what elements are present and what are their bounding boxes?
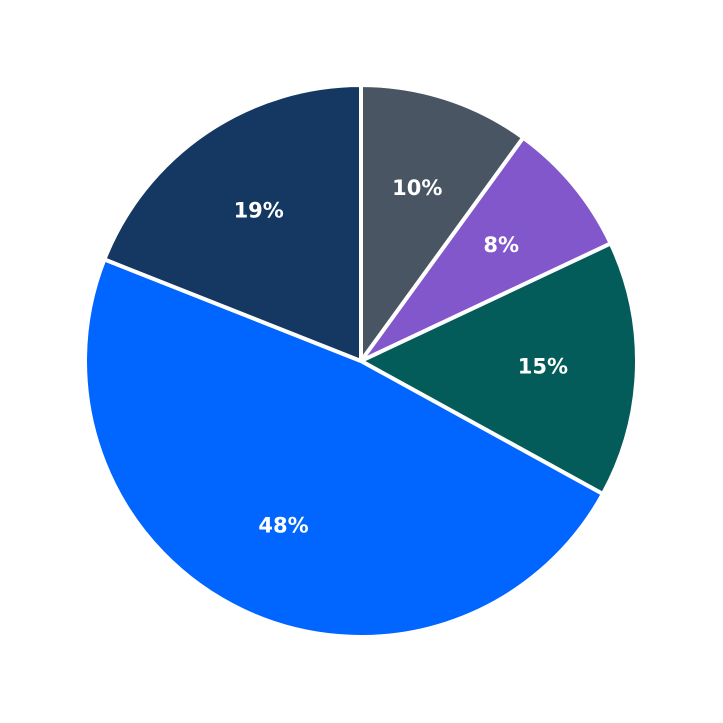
slice-label-4: 19% [234,198,284,222]
slice-label-0: 10% [392,176,442,200]
pie-slice-4 [102,83,363,363]
pie-slice-2 [359,241,639,496]
labels-layer: 10% 8% 15% 48% 19% [234,176,568,538]
slice-label-3: 48% [258,514,308,538]
slices-layer [83,83,639,639]
pie-slice-3 [83,257,605,639]
slice-label-2: 15% [518,355,568,379]
pie-slice-0 [359,83,526,363]
slice-label-1: 8% [483,233,519,257]
pie-slice-1 [359,135,613,363]
